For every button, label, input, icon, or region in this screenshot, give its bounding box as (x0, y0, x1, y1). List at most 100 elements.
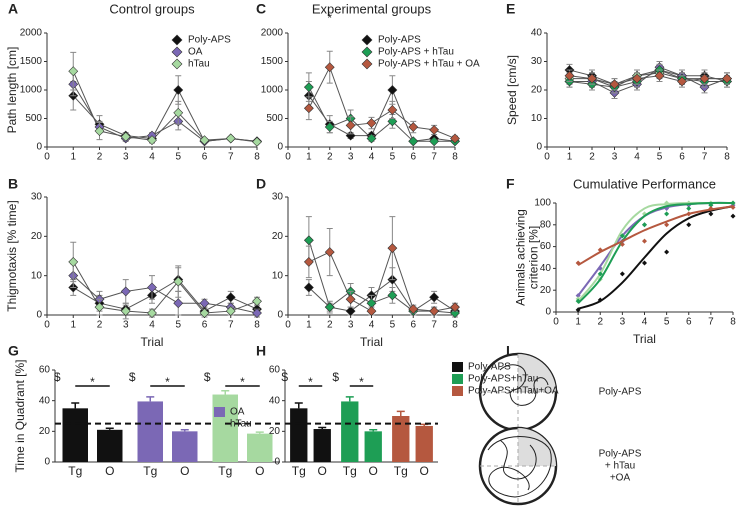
legend-swatch (452, 362, 463, 372)
x-tick-label: 4 (642, 317, 648, 328)
bar (415, 425, 433, 462)
data-point (408, 122, 419, 132)
y-tick-label: 20 (531, 85, 543, 96)
x-tick-label: 0 (44, 320, 50, 331)
error-bar (345, 396, 354, 402)
data-point (664, 222, 670, 228)
annotation: * (240, 375, 245, 389)
data-point (173, 107, 184, 118)
data-point (173, 85, 184, 95)
y-axis-label: Speed [cm/s] (505, 55, 519, 125)
data-point (609, 79, 620, 90)
diagram-label: Poly-APS (599, 387, 642, 398)
fit-curve (577, 205, 734, 266)
data-point (225, 306, 236, 316)
error-bar (71, 402, 80, 409)
diagram-label: + hTau (605, 461, 635, 472)
x-tick-label: 4 (369, 320, 375, 331)
data-point (429, 124, 440, 135)
y-tick-label: 1500 (20, 56, 43, 67)
x-tick-label: 2 (97, 320, 103, 331)
y-tick-label: 10 (531, 113, 543, 124)
error-bar (105, 427, 114, 430)
annotation: $ (332, 370, 339, 384)
data-point (68, 66, 79, 77)
data-point (324, 302, 335, 313)
data-point (94, 302, 105, 313)
data-point (199, 298, 210, 309)
chart: 0 20 40 60 80 100 0 1 2 3 4 5 6 7 8 Cumulative Performa… (514, 176, 737, 346)
error-bar (180, 429, 189, 432)
error-bar (396, 410, 405, 416)
x-tick-label: 7 (708, 317, 714, 328)
data-point (450, 133, 460, 144)
panel-label: F (506, 176, 515, 192)
x-tick-label: 3 (123, 152, 129, 163)
x-tick-label: Tg (292, 464, 306, 478)
annotation: $ (204, 370, 211, 384)
annotation: * (327, 11, 332, 25)
y-tick-label: 30 (531, 56, 543, 67)
y-tick-label: 80 (540, 219, 552, 230)
data-point (575, 293, 581, 299)
x-tick-label: 8 (254, 152, 260, 163)
y-tick-label: 40 (269, 395, 281, 406)
x-tick-label: 5 (657, 152, 663, 163)
data-point (597, 265, 603, 271)
series-line (72, 278, 258, 312)
data-point (408, 304, 419, 315)
x-tick-label: O (318, 464, 327, 478)
y-tick-label: 0 (277, 142, 283, 153)
bar (392, 416, 410, 462)
data-point (303, 82, 314, 93)
chart-title: Cumulative Performance (573, 176, 716, 191)
x-tick-label: Tg (343, 464, 357, 478)
target-quadrant (518, 428, 556, 466)
legend-label: Poly-APS (378, 35, 421, 46)
data-point (654, 70, 665, 81)
x-tick-label: Tg (394, 464, 408, 478)
panel-label: I (506, 343, 510, 359)
data-point (303, 282, 314, 293)
data-point (642, 260, 647, 266)
legend-label: OA (230, 407, 245, 418)
error-bar (294, 402, 303, 409)
x-tick-label: 1 (306, 152, 312, 163)
bar (97, 429, 123, 462)
annotation: $ (129, 370, 136, 384)
y-tick-label: 0 (274, 457, 280, 468)
quadrant-lines (480, 428, 556, 504)
data-point (120, 286, 131, 297)
x-tick-label: 2 (597, 317, 603, 328)
data-point (730, 204, 736, 210)
legend-label: Poly-APS + hTau (378, 47, 454, 58)
y-tick-label: 0 (44, 457, 50, 468)
legend-label: Poly-APS + hTau + OA (378, 59, 480, 70)
x-tick-label: 1 (306, 320, 312, 331)
x-tick-label: 7 (431, 152, 437, 163)
data-point (730, 213, 736, 219)
data-point (730, 200, 736, 206)
annotation: $ (54, 370, 61, 384)
legend-marker (361, 34, 373, 46)
error-bar (369, 429, 378, 432)
x-tick-label: 8 (724, 152, 730, 163)
data-point (366, 306, 377, 316)
data-point (199, 135, 210, 146)
x-tick-label: O (420, 464, 429, 478)
x-tick-label: 2 (327, 152, 333, 163)
swim-path (499, 364, 549, 406)
data-point (147, 282, 157, 293)
data-point (94, 126, 105, 136)
swim-path (487, 436, 552, 498)
chart: 0 20 40 60 Time in Quadrant [%] Tg O $ * Tg O $ * Tg O… (13, 360, 280, 478)
legend-marker (171, 46, 183, 58)
x-tick-label: O (105, 464, 114, 478)
annotation: * (90, 375, 95, 389)
data-point (619, 271, 625, 277)
diagram-label: +OA (610, 473, 631, 484)
bar (247, 433, 273, 462)
data-point (632, 73, 642, 84)
y-tick-label: 0 (536, 142, 542, 153)
y-tick-label: 500 (266, 113, 283, 124)
